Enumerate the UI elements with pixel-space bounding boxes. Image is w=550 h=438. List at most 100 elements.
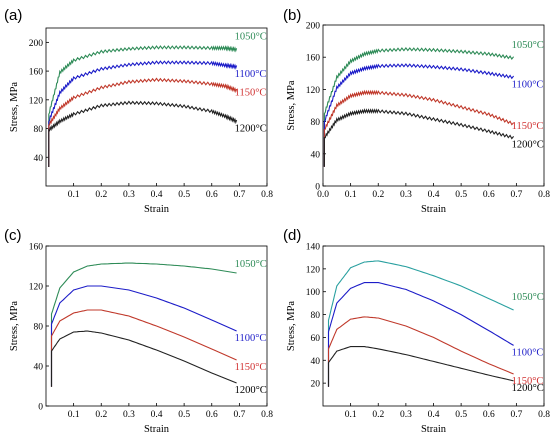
y-tick-label: 40: [34, 363, 44, 373]
x-tick-label: 0.2: [372, 410, 384, 420]
series-line-1200c: [323, 108, 515, 167]
y-tick-label: 40: [311, 150, 321, 160]
series-label-1150c: 1150°C: [235, 87, 267, 98]
series-line-1150c: [48, 77, 238, 167]
series-label-1100c: 1100°C: [512, 347, 544, 358]
x-tick-label: 0.3: [123, 410, 135, 420]
series-label-1050c: 1050°C: [235, 259, 267, 270]
y-tick-label: 60: [311, 334, 321, 344]
y-tick-label: 200: [306, 22, 321, 32]
x-tick-label: 0.6: [206, 190, 218, 200]
x-tick-label: 0.2: [95, 190, 107, 200]
y-tick-label: 120: [306, 86, 321, 96]
series-label-1100c: 1100°C: [512, 79, 544, 90]
series-label-1150c: 1150°C: [235, 362, 267, 373]
x-tick-label: 0.8: [261, 190, 273, 200]
x-tick-label: 0.3: [123, 190, 135, 200]
x-axis-title: Strain: [421, 424, 447, 435]
x-tick-label: 0.8: [261, 410, 273, 420]
x-tick-label: 0.1: [345, 410, 357, 420]
y-tick-label: 160: [29, 68, 44, 78]
x-tick-label: 0.5: [178, 190, 190, 200]
x-tick-label: 0.0: [317, 190, 329, 200]
panel-c: (c) 0.1 0.2 0.3 0.4 0.5 0.6 0.7 0.8 0 40 80 120 160 S…: [4, 227, 273, 435]
y-tick-label: 200: [29, 39, 44, 49]
x-tick-label: 0.1: [68, 190, 80, 200]
series-label-1200c: 1200°C: [235, 123, 267, 134]
x-tick-label: 0.3: [400, 410, 412, 420]
panel-a: (a) 0.1 0.2 0.3 0.4 0.5 0.6 0.7 0.8 40 80 120 160 20…: [4, 7, 273, 215]
x-tick-label: 0.4: [428, 410, 440, 420]
y-tick-label: 80: [34, 323, 44, 333]
y-tick-label: 100: [306, 288, 321, 298]
series-line-1050c: [50, 262, 237, 387]
panel-label-c: (c): [4, 227, 22, 244]
series-line-1200c: [50, 330, 237, 387]
y-tick-label: 120: [29, 283, 44, 293]
y-axis-title: Stress, MPa: [9, 301, 20, 352]
series-line-1200c: [48, 100, 238, 167]
x-axis-title: Strain: [144, 424, 170, 435]
x-tick-label: 0.7: [233, 410, 245, 420]
y-tick-label: 140: [306, 243, 321, 253]
x-tick-label: 0.8: [538, 410, 550, 420]
x-tick-label: 0.4: [151, 410, 163, 420]
x-tick-label: 0.5: [178, 410, 190, 420]
y-axis-title: Stress, MPa: [286, 301, 297, 352]
series-label-1100c: 1100°C: [235, 333, 267, 344]
x-tick-label: 0.3: [400, 190, 412, 200]
x-tick-label: 0.1: [68, 410, 80, 420]
x-tick-label: 0.6: [206, 410, 218, 420]
y-tick-label: 80: [311, 311, 321, 321]
series-line-1150c: [327, 316, 514, 387]
series-line-1100c: [48, 60, 238, 167]
series-line-1100c: [323, 63, 515, 167]
x-tick-label: 0.1: [345, 190, 357, 200]
x-tick-label: 0.5: [455, 190, 467, 200]
y-tick-label: 120: [306, 265, 321, 275]
series-label-1050c: 1050°C: [512, 40, 544, 51]
y-tick-label: 160: [306, 54, 321, 64]
series-label-1200c: 1200°C: [512, 140, 544, 151]
y-axis-title: Stress, MPa: [286, 80, 297, 131]
panel-label-d: (d): [283, 227, 301, 244]
series-label-1100c: 1100°C: [235, 69, 267, 80]
x-tick-label: 0.2: [95, 410, 107, 420]
series-label-1050c: 1050°C: [512, 292, 544, 303]
series-line-1100c: [50, 285, 237, 387]
y-tick-label: 80: [311, 118, 321, 128]
panel-d: (d) 0.1 0.2 0.3 0.4 0.5 0.6 0.7 0.8 20 40 60 80 100 1…: [283, 227, 550, 435]
series-line-1100c: [327, 282, 514, 387]
y-tick-label: 0: [315, 183, 320, 193]
panel-label-a: (a): [4, 7, 22, 24]
series-label-1150c: 1150°C: [512, 376, 544, 387]
x-tick-label: 0.6: [483, 410, 495, 420]
x-tick-label: 0.8: [538, 190, 550, 200]
series-line-1050c: [323, 46, 515, 167]
series-label-1200c: 1200°C: [512, 383, 544, 394]
x-tick-label: 0.4: [428, 190, 440, 200]
y-tick-label: 20: [311, 380, 321, 390]
y-tick-label: 80: [34, 125, 44, 135]
x-axis-title: Strain: [144, 204, 170, 215]
series-line-1150c: [50, 309, 237, 387]
x-tick-label: 0.7: [510, 190, 522, 200]
series-label-1050c: 1050°C: [235, 32, 267, 43]
x-tick-label: 0.2: [372, 190, 384, 200]
series-line-1050c: [327, 260, 514, 387]
series-line-1200c: [327, 346, 514, 387]
y-tick-label: 40: [34, 154, 44, 164]
x-axis-title: Strain: [421, 204, 447, 215]
y-tick-label: 0: [38, 403, 43, 413]
y-tick-label: 160: [29, 243, 44, 253]
series-label-1200c: 1200°C: [235, 385, 267, 396]
series-line-1050c: [48, 45, 238, 167]
x-tick-label: 0.5: [455, 410, 467, 420]
x-tick-label: 0.7: [510, 410, 522, 420]
x-tick-label: 0.6: [483, 190, 495, 200]
panel-label-b: (b): [283, 7, 301, 24]
panel-b: (b) 0.0 0.1 0.2 0.3 0.4 0.5 0.6 0.7 0.8 0 40 80 120 1…: [283, 7, 550, 215]
y-tick-label: 40: [311, 357, 321, 367]
series-label-1150c: 1150°C: [512, 121, 544, 132]
